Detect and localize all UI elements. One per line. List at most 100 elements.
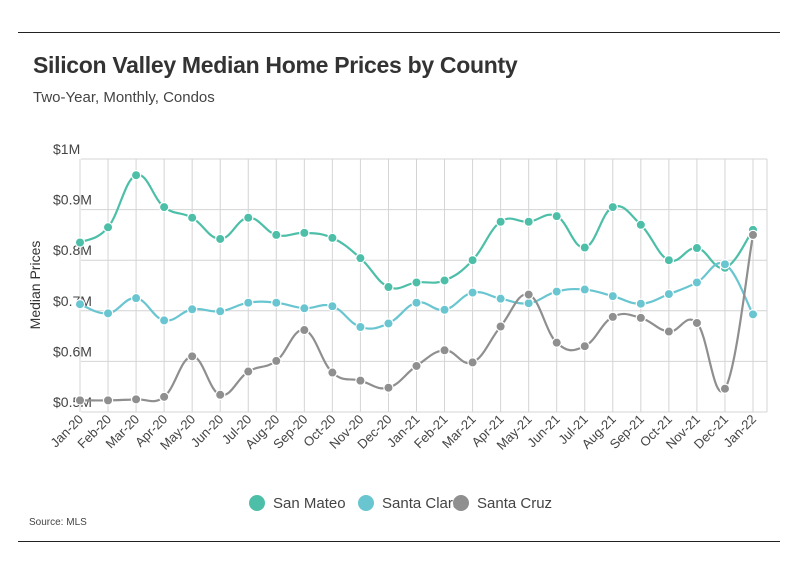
data-point-santa-clara (186, 304, 198, 315)
chart-subtitle: Two-Year, Monthly, Condos (33, 89, 215, 106)
y-tick-label: $1M (53, 141, 80, 157)
data-point-san-mateo (74, 237, 86, 248)
data-point-santa-cruz (271, 355, 282, 367)
data-point-santa-clara (579, 284, 590, 295)
data-point-santa-clara (663, 288, 675, 300)
data-point-santa-clara (215, 306, 226, 317)
data-point-san-mateo (271, 229, 282, 241)
data-point-san-mateo (551, 210, 562, 222)
y-tick-label: $0.5M (53, 394, 92, 410)
data-point-santa-clara (299, 303, 310, 314)
data-point-santa-clara (635, 298, 647, 309)
data-point-san-mateo (158, 201, 170, 213)
data-point-santa-clara (327, 301, 338, 312)
data-point-san-mateo (243, 212, 254, 223)
data-point-santa-cruz (355, 375, 366, 386)
data-point-santa-cruz (551, 337, 562, 348)
data-point-santa-clara (691, 277, 703, 288)
data-point-santa-cruz (663, 326, 675, 337)
legend-label: San Mateo (273, 495, 346, 512)
data-point-san-mateo (102, 222, 114, 233)
data-point-santa-clara (158, 315, 170, 326)
data-point-san-mateo (355, 252, 366, 264)
data-point-santa-clara (719, 259, 731, 270)
data-point-santa-cruz (383, 382, 394, 393)
data-point-santa-cruz (439, 345, 450, 356)
data-point-santa-clara (495, 293, 506, 304)
data-point-san-mateo (215, 233, 226, 245)
x-axis-ticks: Jan-20Feb-20Mar-20Apr-20May-20Jun-20Jul-… (47, 412, 759, 453)
data-point-san-mateo (327, 232, 338, 244)
data-point-santa-clara (607, 290, 618, 302)
source-note: Source: MLS (29, 517, 87, 528)
data-point-san-mateo (579, 242, 590, 253)
data-point-santa-cruz (186, 351, 198, 362)
data-point-santa-cruz (691, 317, 703, 329)
data-point-san-mateo (663, 255, 675, 266)
data-point-santa-cruz (747, 229, 759, 241)
y-axis-ticks: $1M$0.9M$0.8M$0.7M$0.6M$0.5M (53, 141, 92, 410)
grid (79, 158, 768, 413)
data-point-santa-cruz (130, 394, 142, 405)
chart-title: Silicon Valley Median Home Prices by Cou… (33, 52, 518, 78)
data-point-santa-clara (271, 297, 282, 308)
legend-item-san-mateo: San Mateo (249, 495, 346, 512)
data-point-san-mateo (523, 216, 534, 227)
data-point-santa-clara (383, 318, 394, 329)
data-point-santa-cruz (327, 367, 338, 378)
data-point-santa-clara (243, 297, 254, 308)
legend-label: Santa Clara (382, 495, 462, 512)
data-point-santa-clara (747, 309, 759, 320)
legend-item-santa-clara: Santa Clara (358, 495, 462, 512)
data-point-santa-cruz (579, 341, 590, 352)
data-point-santa-clara (439, 304, 450, 315)
y-axis-title: Median Prices (27, 241, 43, 330)
data-point-san-mateo (495, 216, 506, 227)
data-point-san-mateo (691, 242, 703, 254)
data-point-san-mateo (635, 219, 647, 230)
data-point-santa-cruz (158, 391, 170, 403)
series-santa-cruz (74, 229, 759, 406)
legend-item-santa-cruz: Santa Cruz (453, 495, 552, 512)
legend-marker (249, 495, 265, 511)
data-point-santa-clara (551, 286, 562, 297)
data-point-santa-cruz (74, 395, 86, 406)
legend-label: Santa Cruz (477, 495, 552, 512)
legend-marker (358, 495, 374, 511)
y-tick-label: $0.9M (53, 192, 92, 208)
data-point-santa-cruz (607, 311, 618, 323)
legend: San Mateo Santa Clara Santa Cruz (249, 495, 552, 512)
data-point-san-mateo (130, 169, 142, 181)
data-point-santa-cruz (411, 360, 422, 372)
data-point-santa-clara (130, 292, 142, 304)
data-point-santa-cruz (467, 357, 478, 368)
data-point-san-mateo (186, 212, 198, 223)
y-tick-label: $0.8M (53, 242, 92, 258)
data-point-san-mateo (607, 201, 618, 213)
data-point-santa-clara (467, 287, 478, 298)
y-tick-label: $0.6M (53, 343, 92, 359)
legend-marker (453, 495, 469, 511)
data-point-santa-clara (74, 299, 86, 310)
data-point-san-mateo (383, 281, 394, 293)
bottom-rule (18, 541, 780, 542)
data-point-santa-cruz (215, 389, 226, 400)
data-point-san-mateo (439, 275, 450, 286)
data-point-santa-clara (523, 298, 534, 309)
data-point-santa-cruz (635, 312, 647, 324)
data-point-santa-cruz (299, 324, 310, 336)
data-point-santa-clara (411, 297, 422, 308)
data-point-santa-clara (355, 321, 366, 333)
data-point-santa-cruz (495, 321, 506, 332)
data-point-santa-cruz (102, 395, 114, 406)
data-point-santa-clara (102, 308, 114, 319)
data-point-santa-cruz (243, 366, 254, 377)
series-san-mateo (74, 169, 759, 293)
data-point-san-mateo (411, 277, 422, 288)
top-rule (18, 32, 780, 33)
data-point-santa-cruz (719, 383, 731, 394)
series (74, 169, 759, 406)
data-point-san-mateo (467, 255, 478, 266)
data-point-santa-cruz (523, 289, 534, 300)
